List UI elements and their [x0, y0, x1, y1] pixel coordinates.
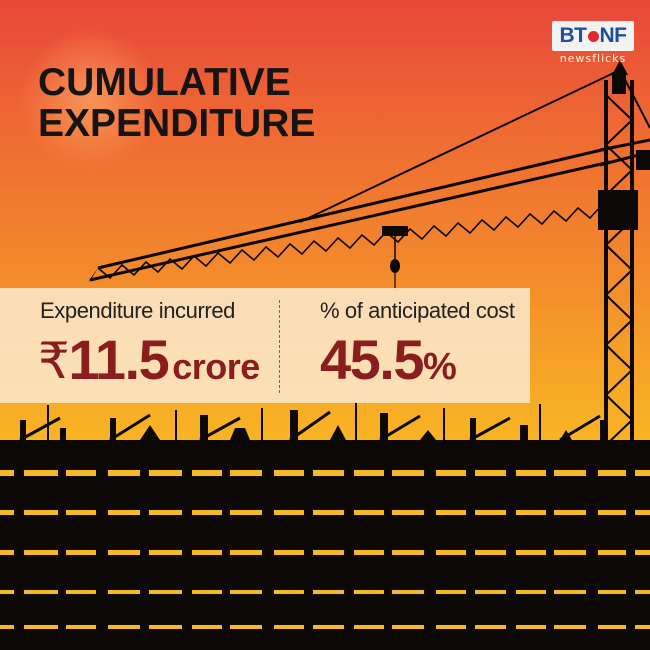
- logo-brand-part-2: NF: [599, 24, 628, 47]
- crane-mast: [598, 72, 638, 450]
- page-title: CUMULATIVE EXPENDITURE: [38, 62, 315, 144]
- expenditure-unit: crore: [172, 346, 260, 387]
- sun-glow: [20, 30, 160, 170]
- building-gaps: [0, 470, 650, 629]
- logo-brand-part-1: BT: [559, 24, 588, 47]
- stat-label-anticipated-cost: % of anticipated cost: [320, 298, 515, 323]
- stats-divider: [279, 300, 280, 393]
- percent-sign: %: [423, 346, 457, 388]
- brand-logo: BT NF: [552, 21, 634, 51]
- stat-value-anticipated-cost: 45.5%: [320, 330, 457, 390]
- stat-label-expenditure: Expenditure incurred: [40, 298, 236, 323]
- anticipated-cost-percent: 45.5: [320, 328, 425, 391]
- title-line-2: EXPENDITURE: [38, 102, 316, 145]
- stat-value-expenditure: ₹11.5 crore: [38, 330, 260, 390]
- ball-icon: [587, 30, 599, 42]
- rupee-symbol: ₹: [38, 333, 70, 389]
- crane-jib: [88, 146, 611, 282]
- title-line-1: CUMULATIVE: [38, 61, 291, 104]
- expenditure-amount: 11.5: [68, 328, 169, 391]
- building-columns: [14, 460, 635, 650]
- logo-subtext: newsflicks: [559, 52, 627, 65]
- stats-band: [0, 288, 530, 403]
